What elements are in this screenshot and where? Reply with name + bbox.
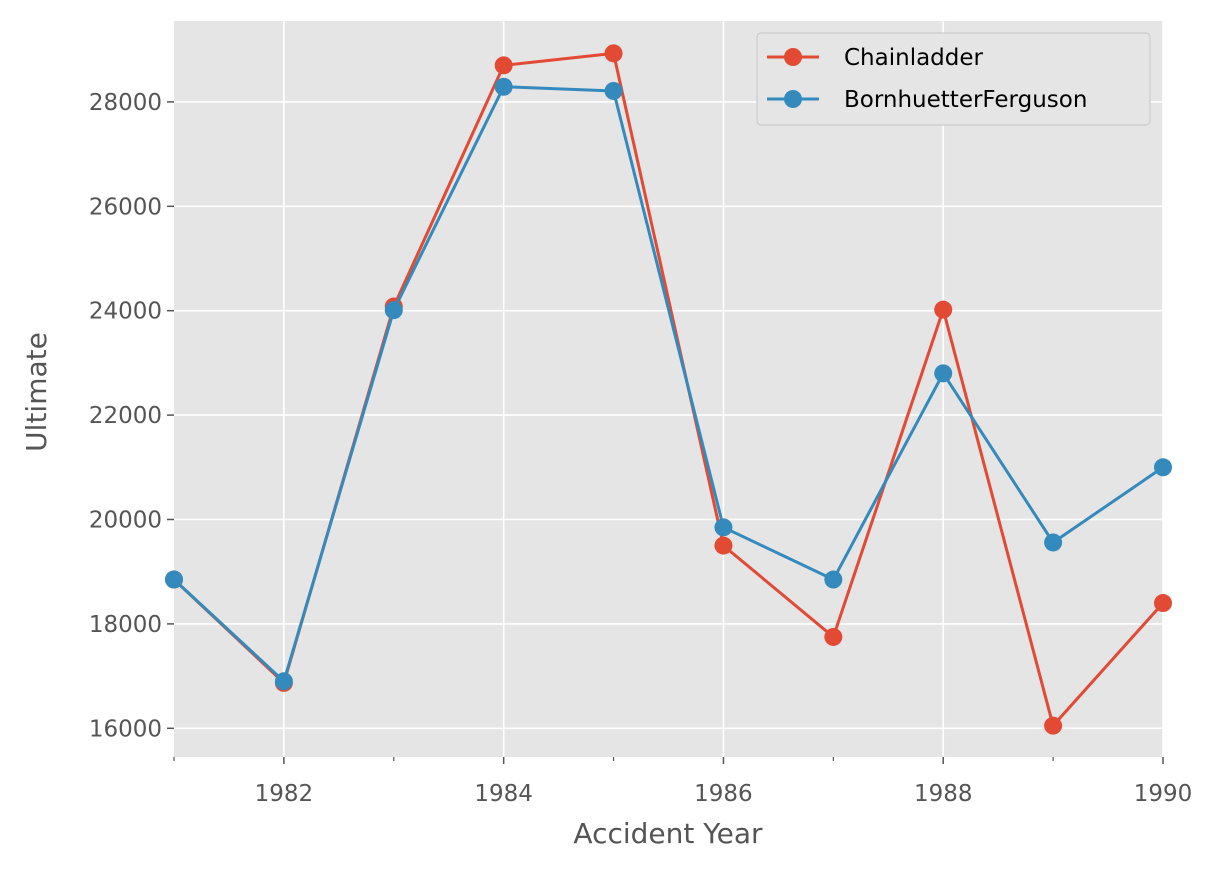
y-tick-label-24000: 24000 (89, 299, 162, 325)
y-tick-label-22000: 22000 (89, 403, 162, 429)
data-point-chainladder-1987 (824, 627, 843, 646)
data-point-bornhuetterferguson-1984 (494, 77, 513, 96)
legend: Chainladder BornhuetterFerguson (756, 32, 1151, 126)
data-point-bornhuetterferguson-1987 (824, 570, 843, 589)
legend-label-bornhuetterferguson: BornhuetterFerguson (844, 87, 1087, 113)
data-point-bornhuetterferguson-1990 (1154, 458, 1172, 477)
legend-swatch-chainladder-marker (784, 48, 802, 66)
y-tick-label-20000: 20000 (89, 507, 162, 533)
x-tick-label-1986: 1986 (694, 781, 753, 807)
x-axis-label: Accident Year (573, 817, 763, 850)
y-axis-label: Ultimate (20, 332, 53, 452)
y-tick-label-16000: 16000 (89, 716, 162, 742)
y-tick-label-26000: 26000 (89, 194, 162, 220)
series-line-bornhuetterferguson (172, 85, 1164, 683)
x-tick-label-1990: 1990 (1134, 781, 1193, 807)
y-tick-label-28000: 28000 (89, 90, 162, 116)
plot-background (174, 21, 1163, 757)
data-point-bornhuetterferguson-1988 (934, 364, 953, 383)
data-point-chainladder-1989 (1044, 716, 1063, 735)
series-group (165, 44, 1172, 735)
data-point-bornhuetterferguson-1985 (604, 81, 623, 100)
y-tick-label-18000: 18000 (89, 612, 162, 638)
data-point-chainladder-1988 (934, 300, 953, 319)
x-tick-label-1988: 1988 (914, 781, 973, 807)
data-point-chainladder-1985 (604, 44, 623, 63)
y-axis: 16000 18000 20000 22000 24000 26000 28000 (89, 90, 174, 742)
data-point-chainladder-1986 (714, 536, 733, 555)
data-point-bornhuetterferguson-1982 (274, 672, 293, 691)
data-point-bornhuetterferguson-1981 (165, 570, 183, 589)
grid-lines (174, 21, 1164, 757)
x-tick-label-1984: 1984 (474, 781, 533, 807)
data-point-bornhuetterferguson-1986 (714, 518, 733, 537)
data-point-bornhuetterferguson-1983 (384, 301, 403, 320)
data-point-chainladder-1984 (494, 56, 513, 75)
legend-box (756, 32, 1151, 126)
data-point-bornhuetterferguson-1989 (1044, 533, 1063, 552)
data-point-chainladder-1990 (1154, 594, 1172, 613)
legend-label-chainladder: Chainladder (844, 45, 984, 71)
x-tick-label-1982: 1982 (255, 781, 314, 807)
legend-swatch-bornhuetterferguson-marker (784, 90, 802, 108)
x-axis: 1982 1984 1986 1988 1990 (173, 757, 1193, 807)
